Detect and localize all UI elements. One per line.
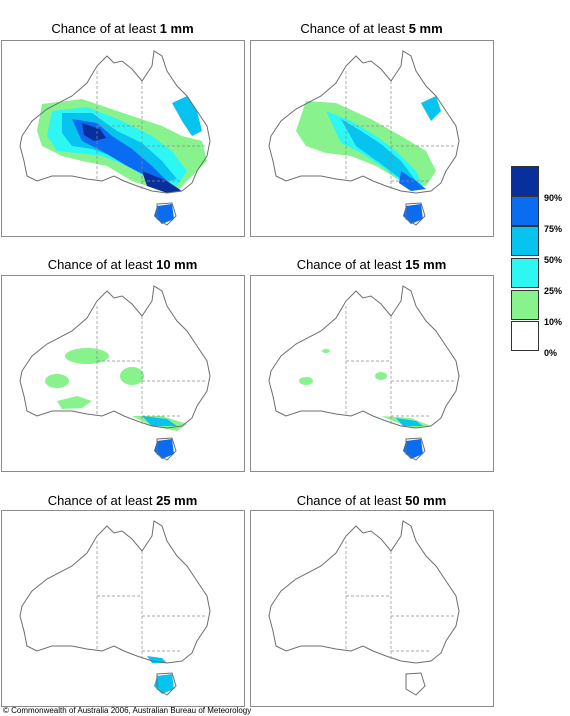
map-panel-25mm: Chance of at least 25 mm (0, 476, 245, 707)
state-borders (96, 541, 207, 661)
legend-swatch (511, 290, 539, 320)
coastline (268, 50, 460, 226)
state-borders (96, 306, 207, 426)
map-panel-50mm: Chance of at least 50 mm (249, 476, 494, 707)
legend-label: 90% (544, 193, 563, 203)
legend-swatch (511, 321, 539, 351)
australia-map-15mm (268, 285, 460, 461)
legend-label: 50% (544, 255, 563, 265)
probability-legend: 90% 75% 50% 25% 10% 0% (511, 166, 567, 360)
panel-title-prefix: Chance of at least (51, 21, 160, 36)
panel-title-amount: 1 mm (159, 21, 194, 36)
state-borders (345, 541, 456, 661)
map-frame (1, 510, 245, 707)
copyright-notice: © Commonwealth of Australia 2006, Austra… (3, 706, 252, 715)
map-panel-10mm: Chance of at least 10 mm (0, 240, 245, 472)
legend-swatch (511, 226, 539, 256)
map-frame (250, 40, 494, 237)
coastline (19, 520, 211, 696)
panel-title-amount: 10 mm (156, 257, 198, 272)
panel-title-prefix: Chance of at least (47, 257, 157, 272)
map-frame (1, 275, 245, 472)
panel-title-amount: 15 mm (405, 257, 447, 272)
panel-title: Chance of at least 1 mm (0, 21, 245, 36)
panel-title-amount: 5 mm (408, 21, 443, 36)
legend-label: 0% (544, 348, 558, 358)
state-borders (345, 306, 456, 426)
panel-title-prefix: Chance of at least (296, 257, 406, 272)
panel-title: Chance of at least 15 mm (249, 257, 494, 272)
state-borders (345, 71, 456, 191)
legend-label: 10% (544, 317, 563, 327)
legend-swatch (511, 166, 539, 196)
panel-title: Chance of at least 25 mm (0, 493, 245, 508)
map-frame (250, 275, 494, 472)
map-frame (250, 510, 494, 707)
panel-title: Chance of at least 10 mm (0, 257, 245, 272)
state-borders (96, 71, 207, 191)
panel-title-amount: 50 mm (405, 493, 447, 508)
legend-swatch (511, 196, 539, 226)
panel-title-prefix: Chance of at least (47, 493, 157, 508)
australia-map-1mm (19, 50, 211, 226)
panel-title: Chance of at least 5 mm (249, 21, 494, 36)
panel-title-prefix: Chance of at least (300, 21, 409, 36)
map-panel-15mm: Chance of at least 15 mm (249, 240, 494, 472)
coastline (268, 285, 460, 461)
australia-map-10mm (19, 285, 211, 461)
map-frame (1, 40, 245, 237)
panel-title: Chance of at least 50 mm (249, 493, 494, 508)
coastline (268, 520, 460, 696)
australia-map-50mm (268, 520, 460, 696)
rain-probability-overlay (37, 96, 207, 224)
map-panel-5mm: Chance of at least 5 mm (249, 0, 494, 237)
australia-map-25mm (19, 520, 211, 696)
rain-probability-overlay (296, 96, 441, 224)
rain-probability-overlay (45, 348, 187, 459)
coastline (19, 50, 211, 226)
australia-map-5mm (268, 50, 460, 226)
panel-title-prefix: Chance of at least (296, 493, 406, 508)
rain-probability-overlay (299, 349, 431, 459)
legend-label: 75% (544, 224, 563, 234)
coastline (19, 285, 211, 461)
map-panel-1mm: Chance of at least 1 mm (0, 0, 245, 237)
panel-title-amount: 25 mm (156, 493, 198, 508)
legend-label: 25% (544, 286, 563, 296)
legend-swatch (511, 258, 539, 288)
